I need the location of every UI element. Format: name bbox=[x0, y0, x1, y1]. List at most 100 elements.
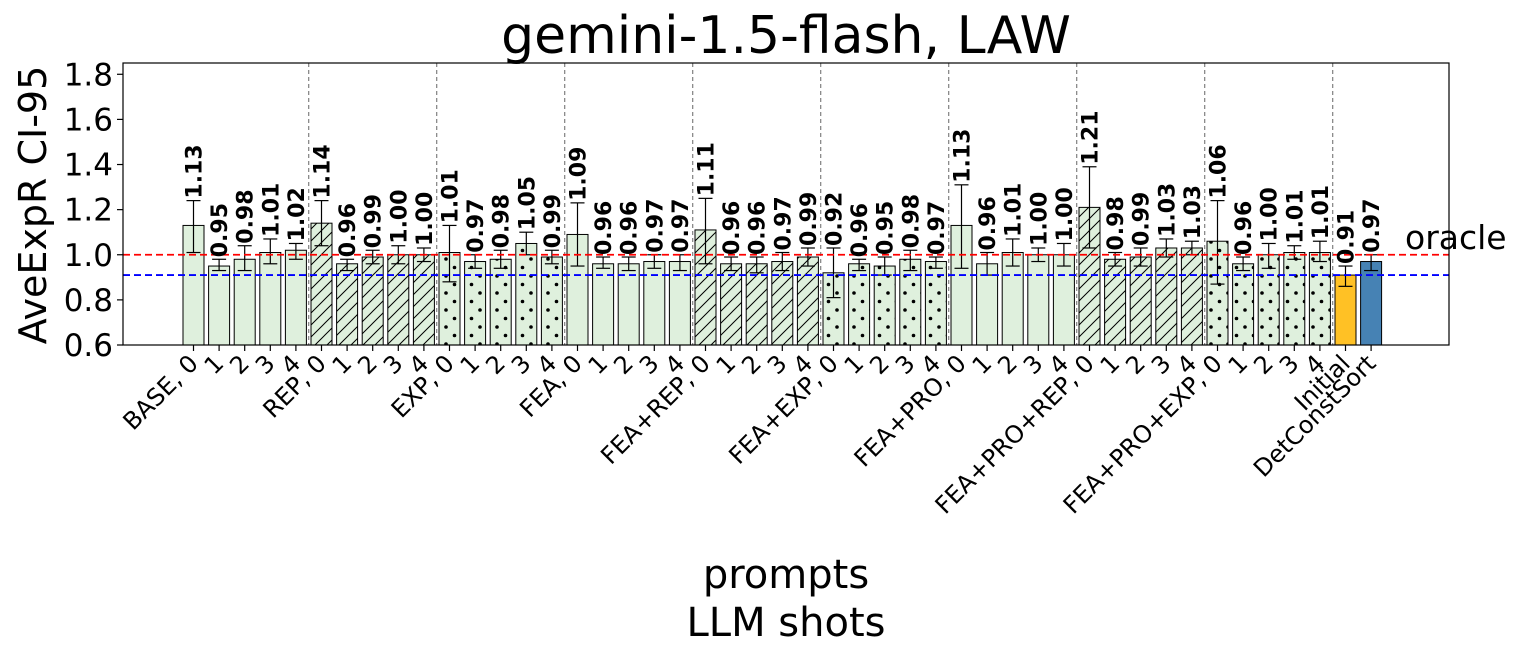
bar-pattern bbox=[1283, 252, 1305, 345]
bar-pattern bbox=[823, 272, 844, 345]
bar-pattern bbox=[925, 261, 947, 345]
value-label: 1.00 bbox=[1053, 187, 1078, 241]
value-label: 0.99 bbox=[362, 194, 387, 248]
bar-pattern bbox=[720, 263, 742, 345]
bar-pattern bbox=[490, 259, 512, 345]
y-tick-label: 1.2 bbox=[64, 193, 113, 229]
x-tick-label: 1 bbox=[583, 349, 614, 380]
bar bbox=[976, 263, 999, 346]
x-tick-label: 1 bbox=[839, 349, 870, 380]
bar-pattern bbox=[797, 257, 819, 345]
bar bbox=[208, 265, 231, 346]
value-label: 0.96 bbox=[746, 201, 771, 255]
chart-title: gemini-1.5-flash, LAW bbox=[501, 6, 1071, 66]
value-label: 0.99 bbox=[1130, 192, 1155, 246]
x-tick-label: 2 bbox=[736, 349, 767, 380]
value-label: 1.01 bbox=[259, 183, 284, 237]
value-label: 1.11 bbox=[695, 142, 720, 196]
y-tick-label: 1.6 bbox=[64, 102, 113, 138]
x-tick-label: 3 bbox=[1146, 349, 1177, 380]
bar-pattern bbox=[1181, 247, 1203, 345]
y-tick-label: 0.6 bbox=[64, 328, 113, 364]
bar-pattern bbox=[515, 243, 537, 345]
bar bbox=[1360, 261, 1383, 346]
x-tick-label: 2 bbox=[864, 349, 895, 380]
bar bbox=[643, 261, 666, 346]
x-tick-label: 3 bbox=[250, 349, 281, 380]
value-label: 0.96 bbox=[976, 196, 1001, 250]
value-label: 1.21 bbox=[1079, 110, 1104, 164]
x-tick-label: 1 bbox=[327, 349, 358, 380]
value-label: 1.06 bbox=[1207, 144, 1232, 198]
value-label: 0.92 bbox=[823, 192, 848, 246]
bar-pattern bbox=[1155, 247, 1177, 345]
bar-pattern bbox=[1232, 263, 1254, 345]
bar-pattern bbox=[311, 223, 332, 345]
value-label: 0.98 bbox=[1104, 196, 1129, 250]
bar-pattern bbox=[695, 229, 716, 345]
bar bbox=[1027, 254, 1050, 346]
x-axis-label-line1: prompts bbox=[703, 552, 869, 598]
bar-pattern bbox=[874, 266, 896, 345]
value-label: 1.05 bbox=[515, 176, 540, 230]
value-label: 0.97 bbox=[643, 198, 668, 252]
value-label: 0.96 bbox=[592, 201, 617, 255]
value-label: 0.97 bbox=[669, 198, 694, 252]
bar-pattern bbox=[464, 261, 486, 345]
x-tick-label: 2 bbox=[224, 349, 255, 380]
value-label: 1.01 bbox=[1283, 189, 1308, 243]
value-label: 1.00 bbox=[1258, 187, 1283, 241]
value-label: 0.96 bbox=[848, 203, 873, 257]
value-label: 1.03 bbox=[1181, 185, 1206, 239]
bar bbox=[284, 249, 307, 346]
x-tick-label: 2 bbox=[352, 349, 383, 380]
bar-pattern bbox=[1104, 259, 1126, 345]
x-tick-label: 2 bbox=[1120, 349, 1151, 380]
value-label: 1.03 bbox=[1155, 183, 1180, 237]
bar-pattern bbox=[387, 254, 409, 345]
x-tick-label: 3 bbox=[506, 349, 537, 380]
value-label: 0.95 bbox=[208, 203, 233, 257]
value-label: 1.01 bbox=[1309, 185, 1334, 239]
x-tick-label: 1 bbox=[1223, 349, 1254, 380]
value-label: 0.96 bbox=[720, 201, 745, 255]
bar-pattern bbox=[1130, 257, 1152, 345]
x-tick-label: 3 bbox=[634, 349, 665, 380]
y-tick-label: 1.0 bbox=[64, 238, 113, 274]
value-label: 0.98 bbox=[490, 194, 515, 248]
x-tick-label: 3 bbox=[890, 349, 921, 380]
value-label: 1.00 bbox=[387, 189, 412, 243]
y-axis-label: AveExpR CI-95 bbox=[11, 66, 55, 345]
x-tick-label: 3 bbox=[378, 349, 409, 380]
value-label: 0.96 bbox=[618, 201, 643, 255]
value-label: 1.09 bbox=[567, 147, 592, 201]
bar bbox=[668, 261, 691, 346]
value-label: 0.96 bbox=[336, 203, 361, 257]
x-tick-label: 2 bbox=[1248, 349, 1279, 380]
value-label: 1.00 bbox=[413, 192, 438, 246]
x-axis-label-line2: LLM shots bbox=[687, 600, 886, 646]
bar bbox=[233, 258, 256, 346]
value-label: 1.14 bbox=[311, 144, 336, 198]
value-label: 0.96 bbox=[1232, 201, 1257, 255]
x-tick-label: 2 bbox=[992, 349, 1023, 380]
x-tick-label: 1 bbox=[455, 349, 486, 380]
y-tick-label: 1.4 bbox=[64, 148, 113, 184]
value-label: 0.99 bbox=[541, 194, 566, 248]
value-label: 0.97 bbox=[464, 198, 489, 252]
bar-pattern bbox=[1079, 207, 1100, 345]
bar-pattern bbox=[362, 257, 384, 345]
oracle-label: oracle bbox=[1405, 218, 1507, 257]
y-tick-label: 0.8 bbox=[64, 283, 113, 319]
value-label: 0.98 bbox=[234, 189, 259, 243]
plot-frame bbox=[122, 62, 1450, 346]
value-label: 1.01 bbox=[439, 169, 464, 223]
value-label: 1.13 bbox=[183, 144, 208, 198]
value-label: 0.95 bbox=[874, 201, 899, 255]
bar-pattern bbox=[413, 254, 435, 345]
bar-pattern bbox=[899, 259, 921, 345]
bar bbox=[1052, 254, 1075, 346]
value-label: 0.91 bbox=[1335, 210, 1360, 264]
bar-pattern bbox=[336, 263, 358, 345]
bar-pattern bbox=[541, 257, 563, 345]
